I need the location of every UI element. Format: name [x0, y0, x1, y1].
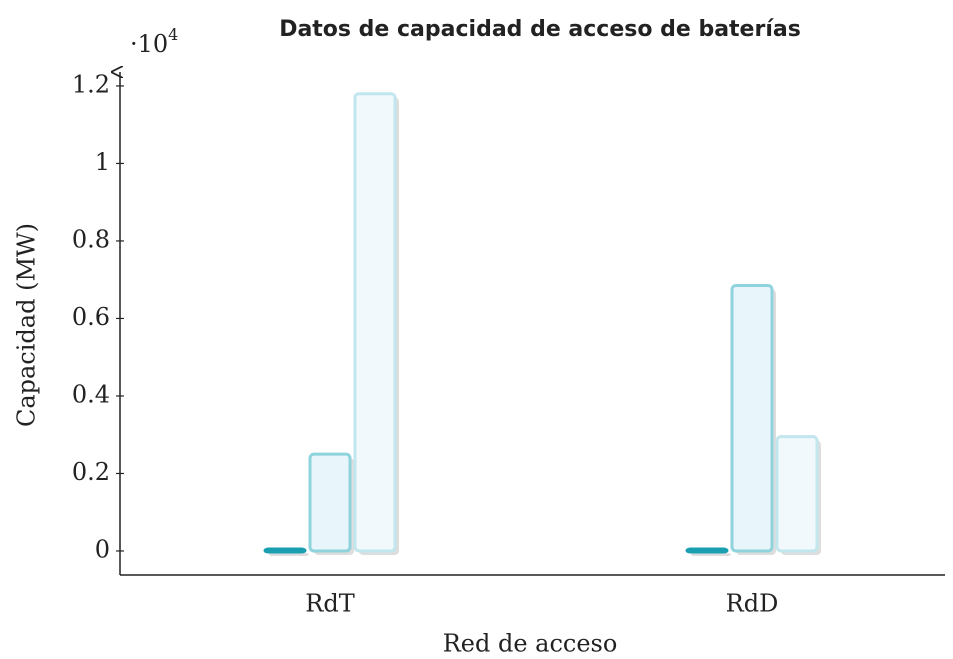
y-tick-label: 1.2 [72, 70, 110, 98]
y-tick-label: 0.4 [72, 380, 110, 408]
y-multiplier: ·104 [130, 25, 178, 58]
y-tick-label: 0.6 [72, 303, 110, 331]
bar-shadow [691, 553, 731, 557]
chart-title: Datos de capacidad de acceso de baterías [279, 17, 801, 42]
x-axis-label: Red de acceso [443, 630, 618, 658]
y-tick-label: 0.8 [72, 225, 110, 253]
bar [685, 547, 729, 554]
y-tick-label: 0.2 [72, 458, 110, 486]
bar [353, 92, 397, 553]
x-tick-label: RdD [726, 590, 779, 618]
x-tick-label: RdT [305, 590, 354, 618]
bar [263, 547, 307, 554]
bar-shadow [269, 553, 309, 557]
y-tick-label: 1 [95, 148, 110, 176]
bar [308, 452, 352, 553]
bar [730, 284, 774, 553]
y-tick-label: 0 [95, 535, 110, 563]
bar [775, 435, 819, 553]
y-axis-label: Capacidad (MW) [13, 223, 41, 427]
